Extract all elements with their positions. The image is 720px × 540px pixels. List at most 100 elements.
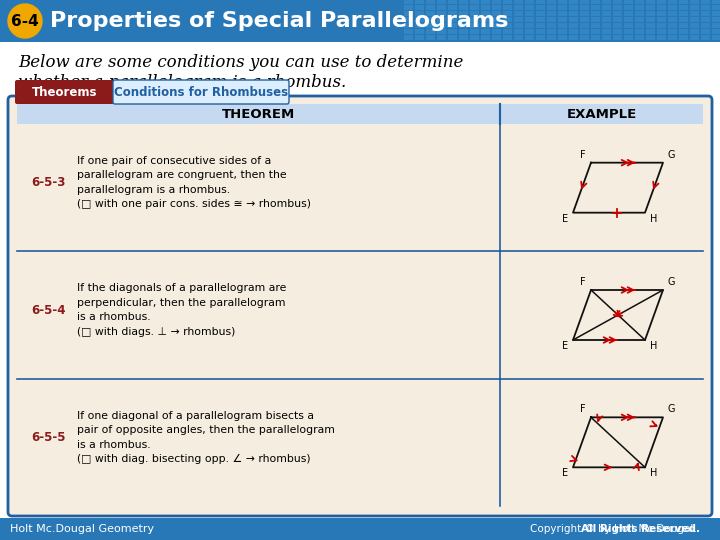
Bar (525, 5, 534, 10)
Bar (712, 35, 720, 40)
Bar (679, 17, 688, 22)
Text: Properties of Special Parallelograms: Properties of Special Parallelograms (50, 11, 508, 31)
Bar (492, 5, 501, 10)
Bar (503, 11, 512, 16)
Bar (470, 29, 479, 34)
Bar (525, 0, 534, 4)
Text: If one pair of consecutive sides of a
parallelogram are congruent, then the
para: If one pair of consecutive sides of a pa… (77, 156, 311, 210)
Bar (426, 0, 435, 4)
Bar (602, 29, 611, 34)
Bar (525, 23, 534, 28)
Bar (415, 29, 424, 34)
Bar (602, 0, 611, 4)
Bar (580, 35, 589, 40)
Bar (602, 11, 611, 16)
Bar (635, 23, 644, 28)
Bar (470, 11, 479, 16)
Bar (536, 23, 545, 28)
Bar (415, 35, 424, 40)
Bar (514, 17, 523, 22)
Bar (547, 23, 556, 28)
Bar (437, 5, 446, 10)
Text: Below are some conditions you can use to determine: Below are some conditions you can use to… (18, 54, 464, 71)
Bar (448, 17, 457, 22)
Bar (657, 35, 666, 40)
Text: All Rights Reserved.: All Rights Reserved. (581, 524, 700, 534)
Bar (492, 29, 501, 34)
Bar (415, 5, 424, 10)
Bar (613, 29, 622, 34)
Bar (668, 17, 677, 22)
Text: F: F (580, 150, 586, 160)
Bar (701, 23, 710, 28)
Bar (481, 0, 490, 4)
Bar (558, 29, 567, 34)
Text: 6-5-3: 6-5-3 (31, 176, 66, 189)
Text: 6-4: 6-4 (11, 14, 39, 29)
Bar (547, 35, 556, 40)
Bar (646, 23, 655, 28)
Bar (536, 0, 545, 4)
Text: Conditions for Rhombuses: Conditions for Rhombuses (114, 85, 288, 98)
Bar (690, 23, 699, 28)
Bar (459, 35, 468, 40)
Text: Holt Mc.Dougal Geometry: Holt Mc.Dougal Geometry (10, 524, 154, 534)
Bar (503, 5, 512, 10)
Text: F: F (580, 277, 586, 287)
Bar (459, 11, 468, 16)
Bar (712, 23, 720, 28)
Bar (657, 0, 666, 4)
Bar (470, 23, 479, 28)
Bar (591, 17, 600, 22)
Bar (437, 0, 446, 4)
Bar (602, 23, 611, 28)
Bar (437, 35, 446, 40)
Bar (690, 35, 699, 40)
Bar (679, 29, 688, 34)
Bar (712, 29, 720, 34)
Bar (448, 5, 457, 10)
Bar (404, 5, 413, 10)
Bar (481, 5, 490, 10)
Bar (635, 11, 644, 16)
FancyBboxPatch shape (8, 96, 712, 516)
Text: G: G (668, 150, 675, 160)
Bar (635, 29, 644, 34)
Bar (668, 0, 677, 4)
Bar (602, 5, 611, 10)
Bar (690, 29, 699, 34)
Bar (635, 17, 644, 22)
Bar (613, 35, 622, 40)
Bar (492, 11, 501, 16)
Bar (624, 23, 633, 28)
Bar (514, 11, 523, 16)
Bar (437, 23, 446, 28)
Bar (470, 5, 479, 10)
Bar (712, 0, 720, 4)
Bar (404, 23, 413, 28)
Bar (679, 35, 688, 40)
Bar (525, 11, 534, 16)
Bar (503, 29, 512, 34)
Bar (569, 17, 578, 22)
Bar (404, 35, 413, 40)
Bar (679, 5, 688, 10)
Bar (690, 5, 699, 10)
Bar (690, 17, 699, 22)
Bar (448, 11, 457, 16)
Bar (525, 17, 534, 22)
Bar (569, 29, 578, 34)
Bar (668, 5, 677, 10)
Bar (448, 29, 457, 34)
Bar (679, 11, 688, 16)
Text: whether a parallelogram is a rhombus.: whether a parallelogram is a rhombus. (18, 74, 346, 91)
Text: 6-5-5: 6-5-5 (31, 431, 66, 444)
Bar (448, 0, 457, 4)
Text: F: F (580, 404, 586, 414)
Bar (646, 29, 655, 34)
Bar (712, 11, 720, 16)
Text: G: G (668, 404, 675, 414)
Bar (437, 17, 446, 22)
Bar (470, 35, 479, 40)
Bar (503, 23, 512, 28)
